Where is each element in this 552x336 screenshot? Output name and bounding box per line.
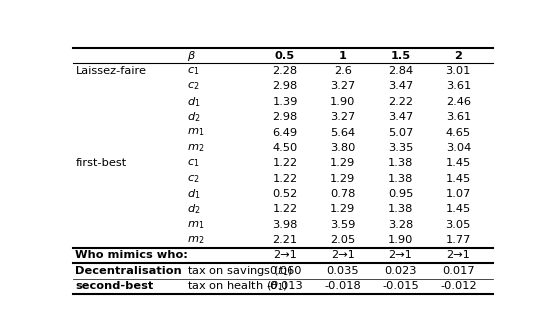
- Text: Decentralisation: Decentralisation: [76, 266, 182, 276]
- Text: 1.45: 1.45: [445, 174, 471, 184]
- Text: 2.46: 2.46: [446, 97, 471, 107]
- Text: 1.38: 1.38: [388, 174, 413, 184]
- Text: 0.5: 0.5: [275, 51, 295, 61]
- Text: 2→1: 2→1: [331, 250, 355, 260]
- Text: $c_2$: $c_2$: [187, 81, 199, 92]
- Text: 2.28: 2.28: [273, 66, 298, 76]
- Text: 1.22: 1.22: [273, 158, 298, 168]
- Text: tax on health $(\theta_1)$: tax on health $(\theta_1)$: [187, 280, 288, 293]
- Text: 0.017: 0.017: [442, 266, 475, 276]
- Text: $c_2$: $c_2$: [187, 173, 199, 184]
- Text: 1.29: 1.29: [330, 158, 355, 168]
- Text: 3.04: 3.04: [445, 143, 471, 153]
- Text: $m_2$: $m_2$: [187, 234, 204, 246]
- Text: 2.05: 2.05: [330, 235, 355, 245]
- Text: $\beta$: $\beta$: [187, 49, 195, 63]
- Text: 1: 1: [339, 51, 347, 61]
- Text: $m_1$: $m_1$: [187, 127, 204, 138]
- Text: 0.023: 0.023: [384, 266, 417, 276]
- Text: $c_1$: $c_1$: [187, 65, 199, 77]
- Text: 1.45: 1.45: [445, 158, 471, 168]
- Text: 1.38: 1.38: [388, 158, 413, 168]
- Text: 2.6: 2.6: [334, 66, 352, 76]
- Text: 0.78: 0.78: [330, 189, 355, 199]
- Text: 4.65: 4.65: [445, 128, 471, 137]
- Text: 1.90: 1.90: [330, 97, 355, 107]
- Text: 0.060: 0.060: [269, 266, 301, 276]
- Text: $d_2$: $d_2$: [187, 203, 200, 216]
- Text: $d_1$: $d_1$: [187, 187, 200, 201]
- Text: 3.27: 3.27: [330, 82, 355, 91]
- Text: 3.98: 3.98: [272, 220, 298, 230]
- Text: -0.018: -0.018: [325, 281, 361, 291]
- Text: 1.39: 1.39: [272, 97, 298, 107]
- Text: 2→1: 2→1: [389, 250, 412, 260]
- Text: second-best: second-best: [76, 281, 153, 291]
- Text: 2.21: 2.21: [273, 235, 298, 245]
- Text: Laissez-faire: Laissez-faire: [76, 66, 146, 76]
- Text: 2→1: 2→1: [273, 250, 297, 260]
- Text: 1.38: 1.38: [388, 204, 413, 214]
- Text: 3.01: 3.01: [445, 66, 471, 76]
- Text: 0.035: 0.035: [326, 266, 359, 276]
- Text: 1.77: 1.77: [445, 235, 471, 245]
- Text: 3.61: 3.61: [445, 112, 471, 122]
- Text: 5.64: 5.64: [330, 128, 355, 137]
- Text: -0.013: -0.013: [267, 281, 304, 291]
- Text: 3.47: 3.47: [388, 112, 413, 122]
- Text: 3.80: 3.80: [330, 143, 355, 153]
- Text: 5.07: 5.07: [388, 128, 413, 137]
- Text: 2.22: 2.22: [388, 97, 413, 107]
- Text: 3.59: 3.59: [330, 220, 355, 230]
- Text: 3.61: 3.61: [445, 82, 471, 91]
- Text: 1.22: 1.22: [273, 204, 298, 214]
- Text: 2→1: 2→1: [447, 250, 470, 260]
- Text: 1.07: 1.07: [445, 189, 471, 199]
- Text: $c_1$: $c_1$: [187, 157, 199, 169]
- Text: 4.50: 4.50: [273, 143, 298, 153]
- Text: 1.45: 1.45: [445, 204, 471, 214]
- Text: 2: 2: [454, 51, 462, 61]
- Text: 1.29: 1.29: [330, 174, 355, 184]
- Text: 3.28: 3.28: [388, 220, 413, 230]
- Text: $d_2$: $d_2$: [187, 110, 200, 124]
- Text: $m_1$: $m_1$: [187, 219, 204, 230]
- Text: 1.90: 1.90: [388, 235, 413, 245]
- Text: 3.35: 3.35: [388, 143, 413, 153]
- Text: -0.015: -0.015: [382, 281, 419, 291]
- Text: 1.22: 1.22: [273, 174, 298, 184]
- Text: tax on savings $(t_1)$: tax on savings $(t_1)$: [187, 264, 293, 278]
- Text: 0.52: 0.52: [273, 189, 298, 199]
- Text: 2.98: 2.98: [273, 82, 298, 91]
- Text: 1.5: 1.5: [390, 51, 411, 61]
- Text: -0.012: -0.012: [440, 281, 476, 291]
- Text: first-best: first-best: [76, 158, 126, 168]
- Text: 3.47: 3.47: [388, 82, 413, 91]
- Text: 6.49: 6.49: [273, 128, 298, 137]
- Text: 0.95: 0.95: [388, 189, 413, 199]
- Text: $m_2$: $m_2$: [187, 142, 204, 154]
- Text: 2.98: 2.98: [273, 112, 298, 122]
- Text: $d_1$: $d_1$: [187, 95, 200, 109]
- Text: 3.27: 3.27: [330, 112, 355, 122]
- Text: 2.84: 2.84: [388, 66, 413, 76]
- Text: 3.05: 3.05: [445, 220, 471, 230]
- Text: 1.29: 1.29: [330, 204, 355, 214]
- Text: Who mimics who:: Who mimics who:: [76, 250, 188, 260]
